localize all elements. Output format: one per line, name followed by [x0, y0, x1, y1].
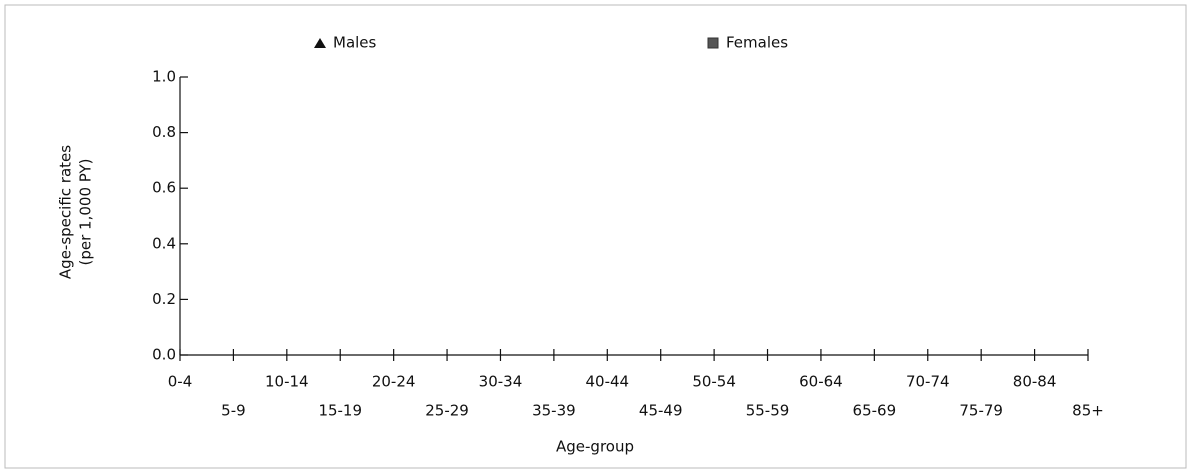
x-tick-label: 80-84: [1013, 373, 1057, 391]
x-tick-label: 35-39: [532, 402, 576, 420]
x-tick-label: 70-74: [906, 373, 950, 391]
x-tick-label: 60-64: [799, 373, 843, 391]
x-tick-label: 30-34: [479, 373, 523, 391]
y-axis-label: Age-specific rates (per 1,000 PY): [57, 145, 95, 279]
x-tick-label: 50-54: [692, 373, 736, 391]
x-tick-label: 85+: [1072, 402, 1104, 420]
frame: [4, 4, 1187, 469]
x-axis-label: Age-group: [556, 438, 634, 456]
y-axis-label-line: (per 1,000 PY): [77, 159, 95, 266]
legend-label: Males: [333, 34, 377, 52]
legend-label: Females: [726, 34, 788, 52]
x-tick-label: 55-59: [746, 402, 790, 420]
y-tick-label: 0.0: [152, 346, 176, 364]
x-tick-label: 45-49: [639, 402, 683, 420]
x-tick-label: 15-19: [318, 402, 362, 420]
y-axis-label-line: Age-specific rates: [57, 145, 75, 279]
y-tick-label: 0.2: [152, 290, 176, 308]
y-tick-label: 0.8: [152, 123, 176, 141]
legend-marker: [707, 37, 719, 49]
x-tick-label: 20-24: [372, 373, 416, 391]
legend-marker: [314, 38, 326, 48]
x-tick-label: 75-79: [959, 402, 1003, 420]
x-tick-label: 65-69: [853, 402, 897, 420]
x-tick-label: 25-29: [425, 402, 469, 420]
x-tick-label: 5-9: [221, 402, 246, 420]
y-tick-label: 1.0: [152, 68, 176, 86]
y-tick-label: 0.4: [152, 234, 176, 252]
y-tick-label: 0.6: [152, 179, 176, 197]
x-tick-label: 40-44: [585, 373, 629, 391]
x-tick-label: 10-14: [265, 373, 309, 391]
x-tick-label: 0-4: [168, 373, 193, 391]
